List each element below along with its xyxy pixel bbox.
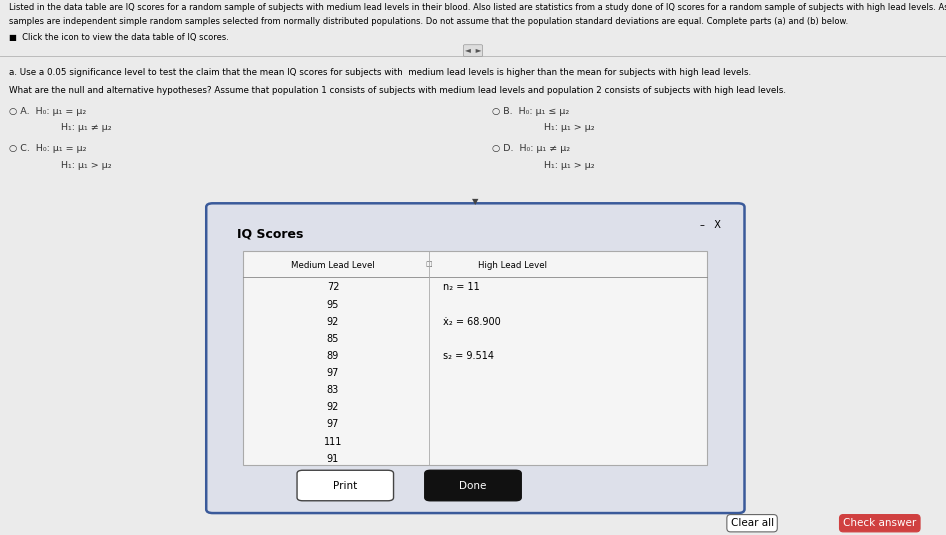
Text: 85: 85 <box>326 334 340 344</box>
Text: Medium Lead Level: Medium Lead Level <box>291 261 375 270</box>
Text: ◄  ►: ◄ ► <box>464 46 482 55</box>
Text: 89: 89 <box>327 351 339 361</box>
Text: What are the null and alternative hypotheses? Assume that population 1 consists : What are the null and alternative hypoth… <box>9 86 786 95</box>
Text: 97: 97 <box>326 419 340 430</box>
Text: Print: Print <box>333 480 358 491</box>
Text: 72: 72 <box>326 282 340 293</box>
FancyBboxPatch shape <box>206 203 745 513</box>
Text: H₁: μ₁ > μ₂: H₁: μ₁ > μ₂ <box>544 123 595 132</box>
Text: ○ D.  H₀: μ₁ ≠ μ₂: ○ D. H₀: μ₁ ≠ μ₂ <box>492 144 570 154</box>
Text: samples are independent simple random samples selected from normally distributed: samples are independent simple random sa… <box>9 17 849 26</box>
Text: ○ C.  H₀: μ₁ = μ₂: ○ C. H₀: μ₁ = μ₂ <box>9 144 87 154</box>
Text: IQ Scores: IQ Scores <box>236 227 303 240</box>
Text: s₂ = 9.514: s₂ = 9.514 <box>443 351 494 361</box>
Text: Check answer: Check answer <box>843 518 917 528</box>
FancyBboxPatch shape <box>243 251 707 465</box>
Text: ẋ₂ = 68.900: ẋ₂ = 68.900 <box>443 317 500 327</box>
Text: n₂ = 11: n₂ = 11 <box>443 282 480 293</box>
Text: ○ A.  H₀: μ₁ = μ₂: ○ A. H₀: μ₁ = μ₂ <box>9 107 87 116</box>
Text: –   X: – X <box>700 220 721 231</box>
Text: 83: 83 <box>327 385 339 395</box>
Text: 97: 97 <box>326 368 340 378</box>
Text: ○ B.  H₀: μ₁ ≤ μ₂: ○ B. H₀: μ₁ ≤ μ₂ <box>492 107 569 116</box>
Text: 111: 111 <box>324 437 342 447</box>
Text: H₁: μ₁ > μ₂: H₁: μ₁ > μ₂ <box>61 160 113 170</box>
Text: Clear all: Clear all <box>730 518 774 528</box>
FancyBboxPatch shape <box>297 470 394 501</box>
FancyBboxPatch shape <box>425 470 521 501</box>
Text: □: □ <box>425 261 432 267</box>
Text: a. Use a 0.05 significance level to test the claim that the mean IQ scores for s: a. Use a 0.05 significance level to test… <box>9 68 751 78</box>
Text: H₁: μ₁ ≠ μ₂: H₁: μ₁ ≠ μ₂ <box>61 123 113 132</box>
Text: 92: 92 <box>326 317 340 327</box>
Text: Listed in the data table are IQ scores for a random sample of subjects with medi: Listed in the data table are IQ scores f… <box>9 3 946 12</box>
Text: 91: 91 <box>327 454 339 464</box>
Text: ▼: ▼ <box>472 197 479 206</box>
Text: ■  Click the icon to view the data table of IQ scores.: ■ Click the icon to view the data table … <box>9 33 229 42</box>
Text: H₁: μ₁ > μ₂: H₁: μ₁ > μ₂ <box>544 160 595 170</box>
Text: High Lead Level: High Lead Level <box>479 261 547 270</box>
Text: 92: 92 <box>326 402 340 412</box>
Text: 95: 95 <box>326 300 340 310</box>
Text: Done: Done <box>460 480 486 491</box>
